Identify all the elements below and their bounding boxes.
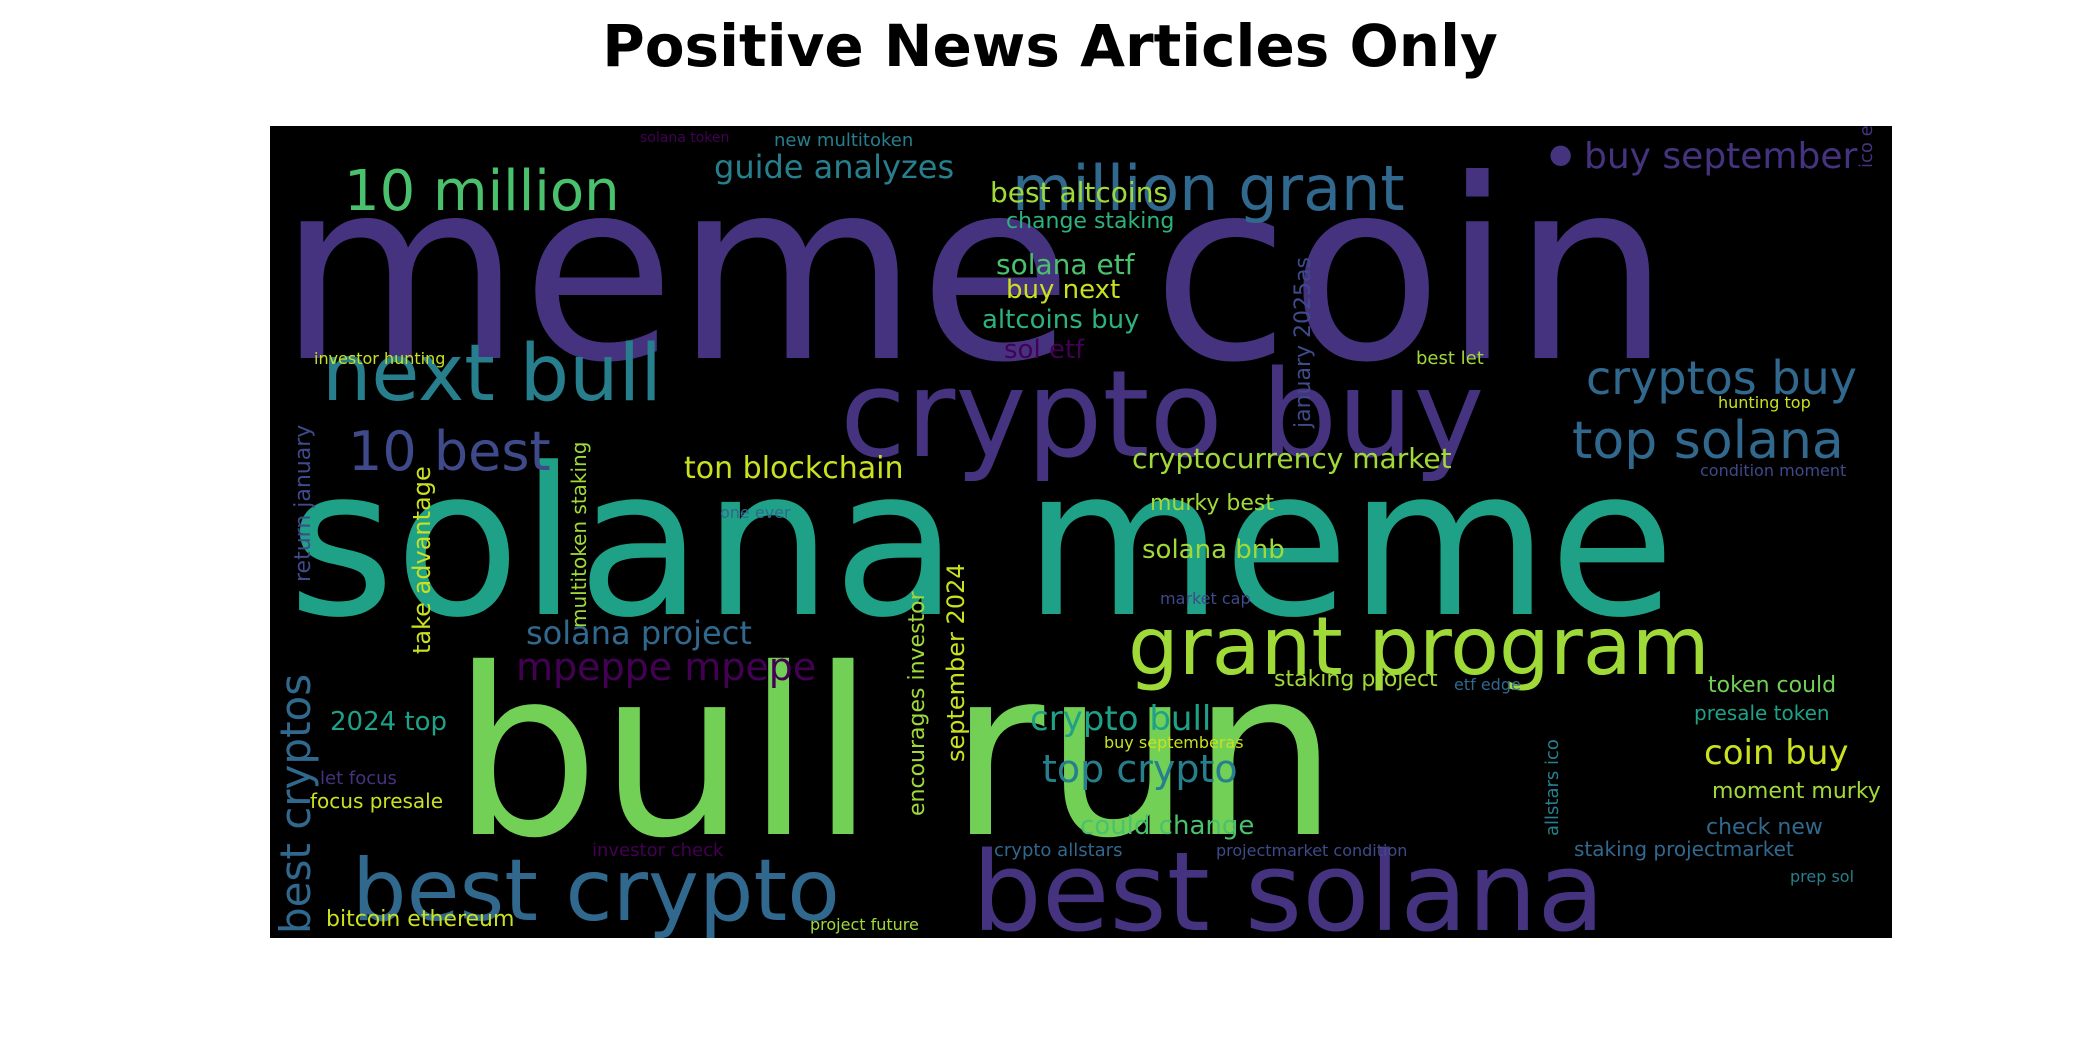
word-ton-blockchain: ton blockchain [684,451,904,486]
word-best-altcoins: best altcoins [990,176,1168,209]
word-january-2025as: january 2025as [1291,257,1316,429]
word-altcoins-buy: altcoins buy [982,305,1139,335]
word-solana-project: solana project [526,614,752,652]
word-top-crypto: top crypto [1042,747,1238,791]
word-next-bull: next bull [322,329,662,419]
word-mpeppe-mpepe: mpeppe mpepe [516,645,816,689]
word-multitoken-staking: multitoken staking [567,442,591,628]
word-cryptos-buy: cryptos buy [1586,351,1857,405]
word-staking-projectmarket: staking projectmarket [1574,837,1794,861]
word-solana-meme: solana meme [288,425,1675,663]
word-let-focus: let focus [320,768,397,789]
word-buy-september: buy september [1584,136,1858,177]
chart-title: Positive News Articles Only [602,12,1498,80]
word-return-january: return january [291,425,316,582]
word-new-multitoken: new multitoken [774,130,913,151]
word-projectmarket-condition: projectmarket condition [1216,841,1407,860]
word-best-solana: best solana [972,828,1605,938]
word-grant-program: grant program [1128,600,1710,693]
word-cryptocurrency-market: cryptocurrency market [1132,442,1452,475]
word-coin-buy: coin buy [1704,733,1849,773]
cloud-background [270,126,1892,938]
word-take-advantage: take advantage [408,466,436,654]
word-ico-encourages: ico encourages [1856,126,1877,168]
word-million-grant: million grant [1012,152,1405,225]
word-staking-project: staking project [1274,667,1438,692]
word-presale-token: presale token [1694,701,1830,725]
word-sol-etf: sol etf [1004,335,1085,365]
word-check-new: check new [1706,815,1823,840]
word-september-2024: september 2024 [942,563,970,762]
word-project-future: project future [810,915,919,934]
word-best-cryptos: best cryptos [271,674,320,934]
word-best-crypto: best crypto [352,841,840,938]
word-etf-edge: etf edge [1454,675,1521,694]
word-one-ever: one ever [720,503,791,522]
word-buy-septemberas: buy septemberas [1104,733,1244,752]
word-solana-etf: solana etf [996,248,1136,281]
word-prep-sol: prep sol [1790,867,1854,886]
word-token-could: token could [1708,673,1836,698]
word-allstars-ico: allstars ico [1542,739,1563,836]
word-best-let: best let [1416,348,1484,369]
word-meme-coin: meme coin [278,126,1670,417]
word-dot: • [1540,126,1581,199]
word-moment-murky: moment murky [1712,779,1881,804]
word-investor-check: investor check [592,840,724,861]
word-2024-top: 2024 top [330,707,447,737]
word-change-staking: change staking [1006,209,1174,234]
word-bull-run: bull run [452,619,1338,889]
word-crypto-buy: crypto buy [840,346,1484,485]
word-encourages-investor: encourages investor [905,590,930,816]
word-focus-presale: focus presale [310,789,443,813]
word-guide-analyzes: guide analyzes [714,148,954,186]
word-top-solana: top solana [1572,411,1844,471]
word-10-best: 10 best [348,420,551,483]
word-condition-moment: condition moment [1700,461,1846,480]
word-buy-next: buy next [1006,275,1120,305]
word-solana-token: solana token [640,130,729,146]
word-crypto-allstars: crypto allstars [994,840,1122,861]
word-hunting-top: hunting top [1718,393,1811,412]
word-could-change: could change [1080,811,1254,841]
word-solana-bnb: solana bnb [1142,535,1285,565]
word-investor-hunting: investor hunting [314,349,445,368]
word-bitcoin-ethereum: bitcoin ethereum [326,907,514,932]
word-crypto-bull: crypto bull [1030,699,1211,739]
word-murky-best: murky best [1150,491,1274,516]
word-market-cap: market cap [1160,589,1251,608]
word-10-million: 10 million [344,159,620,224]
